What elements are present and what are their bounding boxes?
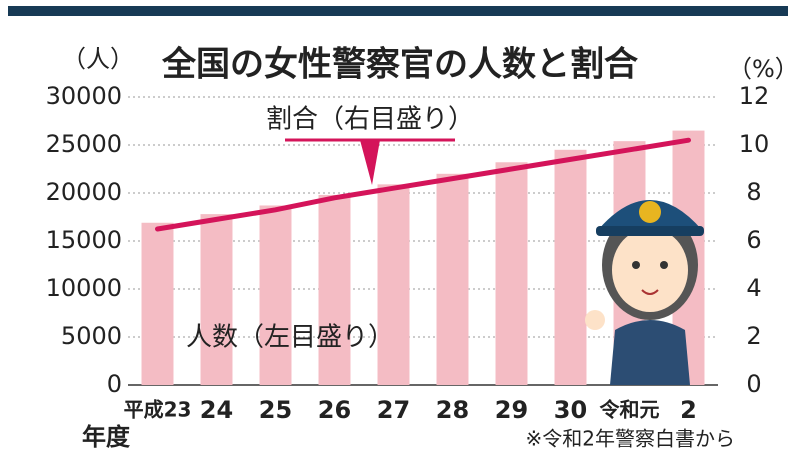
bar [496, 162, 528, 385]
illustration [585, 200, 704, 385]
x-tick-label: 24 [200, 396, 233, 424]
x-tick-label: 25 [259, 396, 292, 424]
x-tick-label: 29 [495, 396, 528, 424]
bar [201, 214, 233, 385]
x-axis-label: 年度 [82, 423, 131, 451]
page: {"chart_data": {"type": "bar-line", "tit… [0, 0, 796, 468]
y2-tick-label: 4 [746, 274, 761, 302]
line [158, 140, 689, 229]
x-tick-label: 令和元 [600, 398, 660, 422]
chart-title: 全国の女性警察官の人数と割合 [161, 45, 638, 85]
y-tick-label: 30000 [46, 82, 122, 110]
x-tick-label: 2 [680, 396, 697, 424]
bar [555, 150, 587, 385]
x-tick-label: 28 [436, 396, 469, 424]
y2-tick-label: 10 [739, 130, 770, 158]
y2-tick-label: 12 [739, 82, 770, 110]
x-tick-label: 27 [377, 396, 410, 424]
y2-tick-label: 2 [746, 322, 761, 350]
y-tick-label: 10000 [46, 274, 122, 302]
y-tick-label: 0 [107, 370, 122, 398]
bar [319, 195, 351, 385]
bar [437, 174, 469, 385]
y2-tick-label: 0 [746, 370, 761, 398]
bar [260, 205, 292, 385]
y2-tick-label: 8 [746, 178, 761, 206]
y2-axis-label: （%） [728, 55, 796, 83]
bar [142, 223, 174, 385]
x-tick-label: 30 [554, 396, 587, 424]
chart: 全国の女性警察官の人数と割合 （人） （%） 年度 ※令和2年警察白書から 0 5… [0, 0, 796, 468]
y-axis-label: （人） [62, 45, 134, 73]
header-bar [8, 6, 788, 16]
y-tick-label: 5000 [61, 322, 122, 350]
y-tick-label: 15000 [46, 226, 122, 254]
legend-label: 人数（左目盛り） [186, 323, 394, 353]
y-tick-label: 20000 [46, 178, 122, 206]
y-tick-label: 25000 [46, 130, 122, 158]
x-tick-label: 26 [318, 396, 351, 424]
pointer [360, 140, 380, 185]
bar [378, 184, 410, 385]
legend-label: 割合（右目盛り） [266, 105, 474, 135]
x-tick-label: 平成23 [124, 398, 192, 422]
source: ※令和2年警察白書から [526, 427, 735, 451]
y2-tick-label: 6 [746, 226, 761, 254]
